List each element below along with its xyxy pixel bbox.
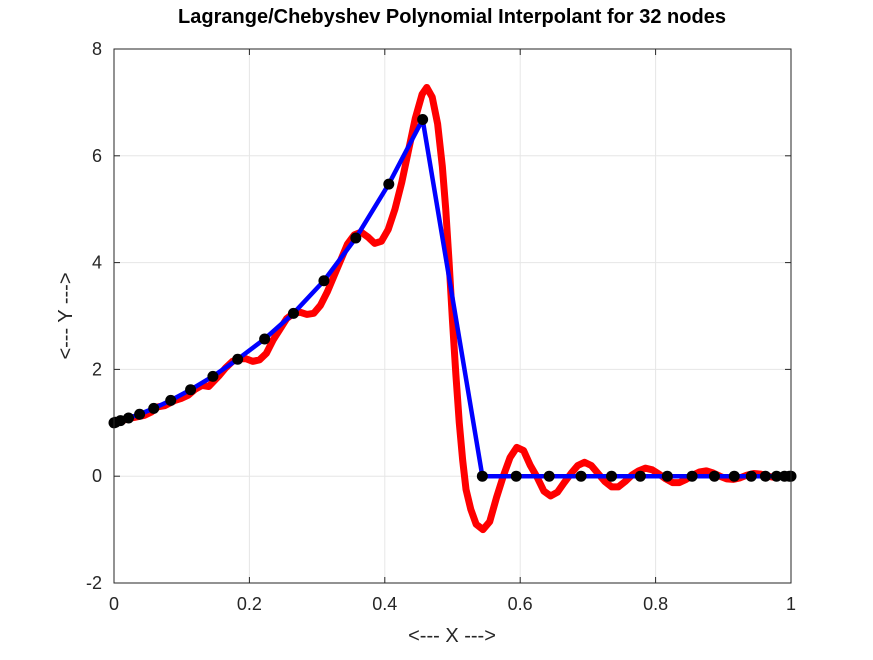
- x-tick-label: 1: [786, 594, 796, 614]
- x-tick-label: 0: [109, 594, 119, 614]
- y-tick-label: 4: [92, 253, 102, 273]
- y-tick-label: 8: [92, 39, 102, 59]
- node-marker: [606, 470, 618, 482]
- node-marker: [661, 470, 673, 482]
- node-marker: [759, 470, 771, 482]
- node-marker: [259, 333, 271, 345]
- plot-frame: [113, 48, 792, 584]
- node-marker: [383, 178, 395, 190]
- y-tick-label: -2: [86, 573, 102, 593]
- node-marker: [122, 412, 134, 424]
- x-tick-label: 0.4: [372, 594, 397, 614]
- x-tick-label: 0.6: [508, 594, 533, 614]
- node-marker: [686, 470, 698, 482]
- y-tick-labels: -2 0 2 4 6 8: [86, 39, 102, 593]
- chart-title: Lagrange/Chebyshev Polynomial Interpolan…: [178, 6, 726, 28]
- node-marker: [165, 394, 177, 406]
- node-marker: [728, 470, 740, 482]
- node-marker: [417, 113, 429, 125]
- x-tick-labels: 0 0.2 0.4 0.6 0.8 1: [109, 594, 796, 614]
- node-marker: [148, 402, 160, 414]
- node-marker: [634, 470, 646, 482]
- node-marker: [287, 307, 299, 319]
- x-tick-label: 0.2: [237, 594, 262, 614]
- node-marker: [232, 353, 244, 365]
- x-axis-label: <--- X --->: [408, 625, 496, 647]
- y-tick-label: 2: [92, 359, 102, 379]
- node-marker: [185, 384, 197, 396]
- node-marker: [575, 470, 587, 482]
- y-tick-label: 6: [92, 146, 102, 166]
- node-marker: [476, 470, 488, 482]
- node-marker: [543, 470, 555, 482]
- node-marker: [350, 232, 362, 244]
- node-marker: [771, 470, 783, 482]
- node-marker: [708, 470, 720, 482]
- node-marker: [318, 275, 330, 287]
- node-markers: [108, 113, 797, 482]
- x-tick-label: 0.8: [643, 594, 668, 614]
- node-marker: [134, 408, 146, 420]
- y-axis-label: <--- Y --->: [55, 272, 77, 359]
- node-marker: [745, 470, 757, 482]
- y-tick-label: 0: [92, 466, 102, 486]
- node-marker: [207, 370, 219, 382]
- node-marker: [510, 470, 522, 482]
